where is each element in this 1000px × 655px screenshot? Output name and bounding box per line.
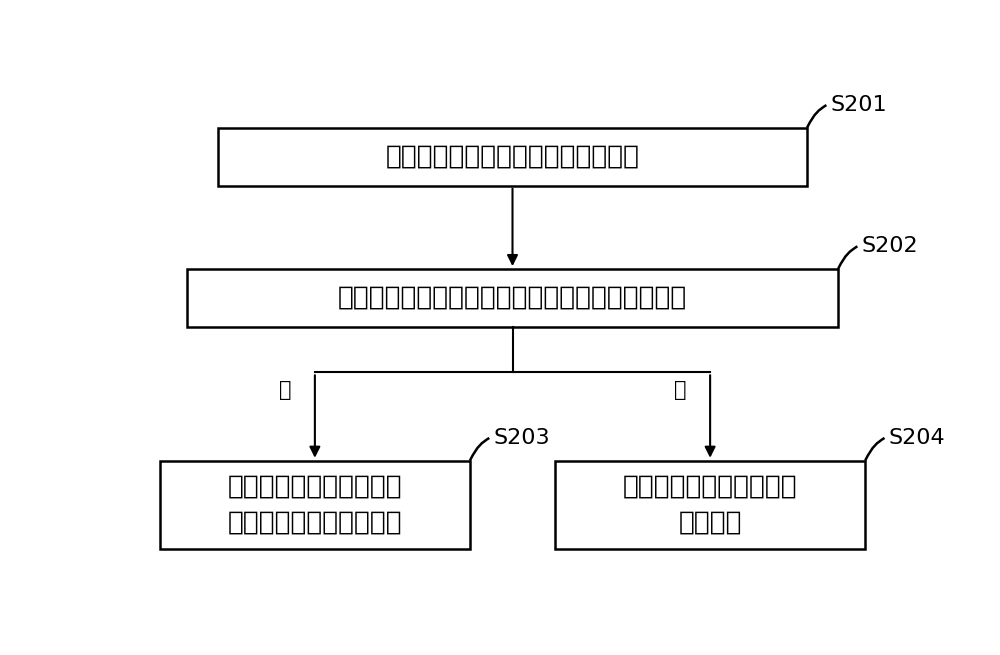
Text: 调度系统调度机器人执行
下一任务: 调度系统调度机器人执行 下一任务: [623, 474, 797, 536]
Text: S204: S204: [888, 428, 945, 448]
Text: 是: 是: [279, 380, 292, 400]
Text: 否: 否: [674, 380, 687, 400]
FancyBboxPatch shape: [555, 460, 865, 549]
FancyBboxPatch shape: [160, 460, 470, 549]
Text: 调度系统确定未分配任务之间的关联: 调度系统确定未分配任务之间的关联: [386, 144, 640, 170]
FancyBboxPatch shape: [187, 269, 838, 327]
Text: 在机器人完成当前任务时，获取机器人的任务状态: 在机器人完成当前任务时，获取机器人的任务状态: [338, 285, 687, 311]
FancyBboxPatch shape: [218, 128, 807, 186]
Text: S203: S203: [493, 428, 550, 448]
Text: 基于未分配任务之间的关
联为机器人分配下一任务: 基于未分配任务之间的关 联为机器人分配下一任务: [228, 474, 402, 536]
Text: S202: S202: [861, 236, 918, 256]
Text: S201: S201: [830, 95, 887, 115]
